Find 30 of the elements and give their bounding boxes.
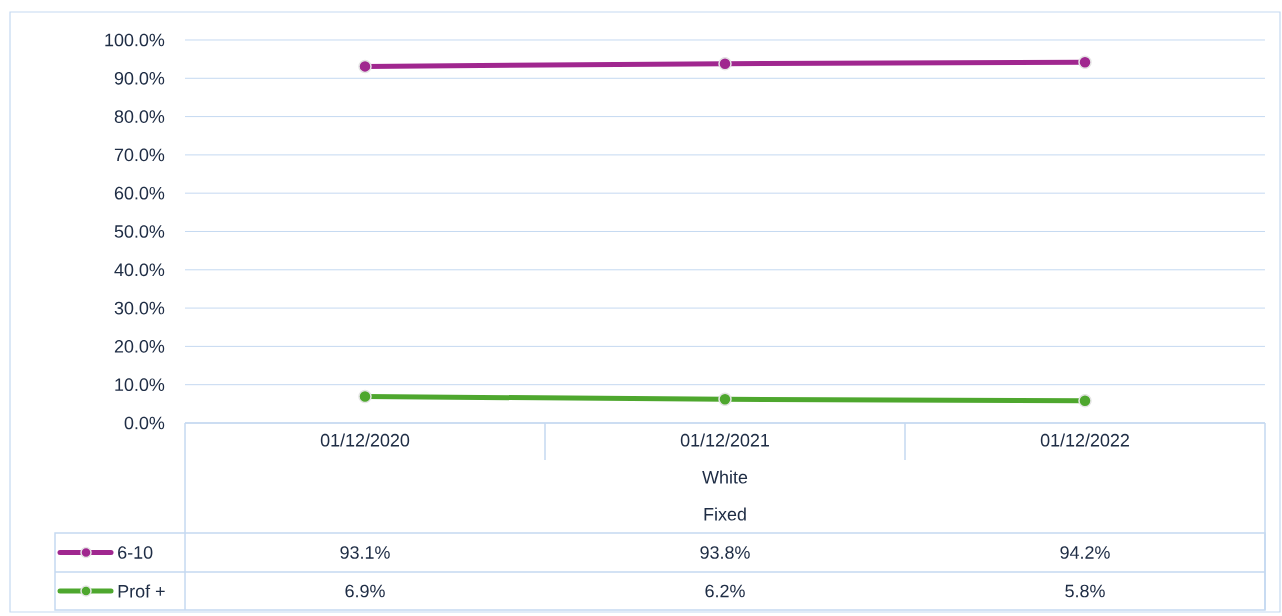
x-tick-label: 01/12/2021 — [680, 433, 769, 447]
x-tick-label: 01/12/2022 — [1040, 433, 1129, 447]
data-label: 6.9% — [345, 584, 385, 598]
y-tick-label: 10.0% — [115, 378, 165, 392]
y-tick-label: 40.0% — [114, 263, 165, 277]
y-tick-label: 50.0% — [114, 225, 165, 238]
point — [718, 56, 732, 71]
point — [358, 59, 372, 74]
point — [1078, 55, 1092, 69]
text: Fixed — [704, 507, 746, 521]
y-tick-label: 20.0% — [114, 340, 165, 353]
point — [718, 392, 732, 406]
data-label: 6.2% — [705, 584, 745, 598]
y-tick-label: 0.0% — [124, 416, 165, 430]
y-tick-label: 30.0% — [114, 301, 165, 315]
data-label: 94.2% — [1060, 546, 1110, 559]
y-tick-label: 100.0% — [105, 33, 165, 47]
y-tick-label: 70.0% — [114, 148, 165, 162]
data-label: 93.1% — [340, 546, 390, 559]
y-tick-label: 90.0% — [114, 71, 165, 85]
point — [1078, 394, 1092, 408]
y-tick-label: 80.0% — [114, 110, 165, 123]
data-label: 5.8% — [1065, 584, 1105, 598]
text: White — [702, 470, 748, 484]
point — [358, 389, 372, 404]
legend-label: 6-10 — [118, 546, 153, 559]
data-label: 93.8% — [700, 546, 750, 559]
legend-label: Prof + — [118, 584, 165, 598]
x-tick-label: 01/12/2020 — [320, 433, 410, 447]
y-tick-label: 60.0% — [114, 186, 165, 200]
